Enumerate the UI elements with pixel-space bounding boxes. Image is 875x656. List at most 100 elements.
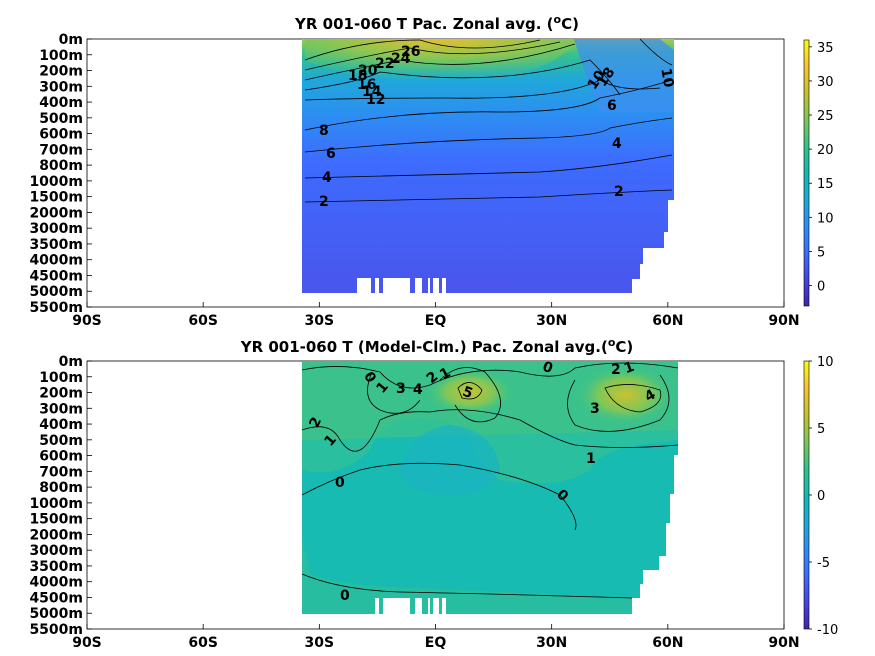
- panel2-ytick-label: 3000m: [29, 543, 83, 559]
- panel1-xtick-label: 30S: [305, 313, 335, 329]
- panel1-north-cool: [574, 39, 674, 112]
- panel2-colorbar-label: 5: [817, 422, 825, 437]
- panel2-xtick-label: 30S: [305, 635, 335, 651]
- panel1-ytick-label: 300m: [39, 79, 83, 95]
- panel1-clabel-24: 24: [391, 51, 411, 67]
- panel2-ytick-label: 300m: [39, 401, 83, 417]
- panel2-xticks: 90S 60S 30S EQ 30N 60N 90N: [72, 624, 800, 651]
- panel2-ytick-label: 100m: [39, 370, 83, 386]
- panel1-ytick-label: 4000m: [29, 253, 83, 269]
- panel1-clabel-8: 8: [319, 123, 329, 139]
- panel1-colorbar-label: 15: [817, 177, 834, 192]
- panel2-colorbar-label: 10: [817, 355, 834, 370]
- panel2-clabel-0-deep: 0: [340, 588, 350, 604]
- panel1-colorbar-label: 30: [817, 75, 834, 90]
- panel2-contours: [301, 362, 679, 599]
- panel2-clabel-3: 3: [396, 381, 406, 397]
- panel2-ytick-label: 4000m: [29, 575, 83, 591]
- panel1-seafloor: [357, 278, 446, 294]
- panel2-ytick-label: 400m: [39, 417, 83, 433]
- panel1-colorbar-label: 35: [817, 41, 834, 56]
- panel2-clabel-2-north: 2: [611, 362, 621, 378]
- panel-anomaly: YR 001-060 T (Model-Clm.) Pac. Zonal avg…: [29, 336, 838, 651]
- panel1-xticks: 90S 60S 30S EQ 30N 60N 90N: [72, 302, 800, 329]
- panel1-clabel-18: 18: [348, 68, 367, 84]
- panel2-clabel-0-west: 0: [335, 475, 345, 491]
- panel2-colorbar-ramp: [803, 360, 810, 630]
- panel1-clabel-2-north: 2: [614, 184, 624, 200]
- panel2-ytick-label: 1500m: [29, 512, 83, 528]
- panel1-ytick-label: 1000m: [29, 174, 83, 190]
- panel1-ytick-label: 3500m: [29, 237, 83, 253]
- panel2-xtick-label: EQ: [425, 635, 447, 651]
- panel1-ytick-label: 500m: [39, 111, 83, 127]
- panel2-ytick-label: 2000m: [29, 527, 83, 543]
- panel2-ytick-label: 500m: [39, 433, 83, 449]
- panel1-clabel-14: 14: [362, 84, 382, 100]
- panel2-ytick-label: 4500m: [29, 590, 83, 606]
- panel1-ytick-label: 5500m: [29, 300, 83, 316]
- panel2-colorbar-label: -10: [817, 623, 838, 638]
- panel2-ytick-label: 800m: [39, 480, 83, 496]
- panel1-ytick-label: 100m: [39, 48, 83, 64]
- panel1-ytick-label: 4500m: [29, 268, 83, 284]
- panel1-ytick-label: 700m: [39, 142, 83, 158]
- panel2-ytick-label: 1000m: [29, 496, 83, 512]
- panel1-ytick-label: 5000m: [29, 284, 83, 300]
- panel1-clabel-4-north: 4: [612, 136, 622, 152]
- panel1-colorbar-label: 10: [817, 211, 834, 226]
- panel1-clabel-6-north: 6: [607, 98, 617, 114]
- panel1-ytick-label: 600m: [39, 127, 83, 143]
- panel1-colorbar-label: 5: [817, 245, 825, 260]
- panel1-clabel-12: 12: [366, 92, 385, 108]
- panel1-colorbar-ramp: [803, 39, 810, 307]
- panel1-yticks: 0m100m200m300m400m500m600m700m800m1000m1…: [29, 32, 92, 316]
- panel2-seafloor: [375, 598, 446, 614]
- panel1-ytick-label: 1500m: [29, 190, 83, 206]
- panel2-xtick-label: 60S: [188, 635, 218, 651]
- panel1-clabel-16: 16: [357, 77, 376, 93]
- panel2-colorbar-label: -5: [817, 556, 830, 571]
- panel1-colorbar-label: 20: [817, 143, 834, 158]
- panel1-colorbar-label: 0: [817, 280, 825, 295]
- panel1-ytick-label: 200m: [39, 64, 83, 80]
- panel1-clabel-4: 4: [322, 170, 332, 186]
- panel2-xtick-label: 90N: [768, 635, 799, 651]
- panel2-title: YR 001-060 T (Model-Clm.) Pac. Zonal avg…: [240, 336, 634, 356]
- panel2-ytick-label: 700m: [39, 464, 83, 480]
- panel1-xtick-label: 30N: [536, 313, 567, 329]
- panel1-clabel-6: 6: [326, 146, 336, 162]
- panel-temperature: YR 001-060 T Pac. Zonal avg. (oC): [29, 13, 833, 329]
- panel1-xtick-label: 60S: [188, 313, 218, 329]
- panel2-ytick-label: 0m: [59, 354, 83, 370]
- panel2-warm-core-eq: [425, 368, 515, 416]
- panel1-ytick-label: 800m: [39, 158, 83, 174]
- panel2-cool-core: [400, 425, 500, 495]
- panel1-ytick-label: 0m: [59, 32, 83, 48]
- panel1-ytick-label: 3000m: [29, 221, 83, 237]
- panel2-xtick-label: 30N: [536, 635, 567, 651]
- panel1-colorbar: 35 30 25 20 15 10 5 0: [803, 39, 834, 307]
- panel2-clabel-1-mid: 1: [586, 451, 596, 467]
- panel1-clabel-20: 20: [358, 63, 378, 79]
- panel1-colorbar-label: 25: [817, 109, 834, 124]
- panel2-ytick-label: 5000m: [29, 606, 83, 622]
- panel1-clabel-10-north: 10: [657, 67, 676, 89]
- panel1-contours: [304, 38, 673, 203]
- panel2-colorbar-label: 0: [817, 489, 825, 504]
- panel2-ytick-label: 5500m: [29, 622, 83, 638]
- panel2-ytick-label: 3500m: [29, 559, 83, 575]
- panel1-clabel-22: 22: [375, 56, 394, 72]
- panel1-clabel-26: 26: [401, 44, 420, 60]
- panel1-ytick-label: 400m: [39, 95, 83, 111]
- panel2-xtick-label: 60N: [652, 635, 683, 651]
- panel1-temperature-field: [302, 39, 674, 293]
- panel1-xtick-label: 90N: [768, 313, 799, 329]
- panel2-yticks: 0m100m200m300m400m500m600m700m800m1000m1…: [29, 354, 92, 638]
- panel1-xtick-label: EQ: [425, 313, 447, 329]
- panel2-colorbar: 10 5 0 -5 -10: [803, 355, 838, 638]
- panel1-clabel-2: 2: [319, 194, 329, 210]
- panel2-clabel-4: 4: [413, 382, 423, 398]
- panel2-ytick-label: 200m: [39, 386, 83, 402]
